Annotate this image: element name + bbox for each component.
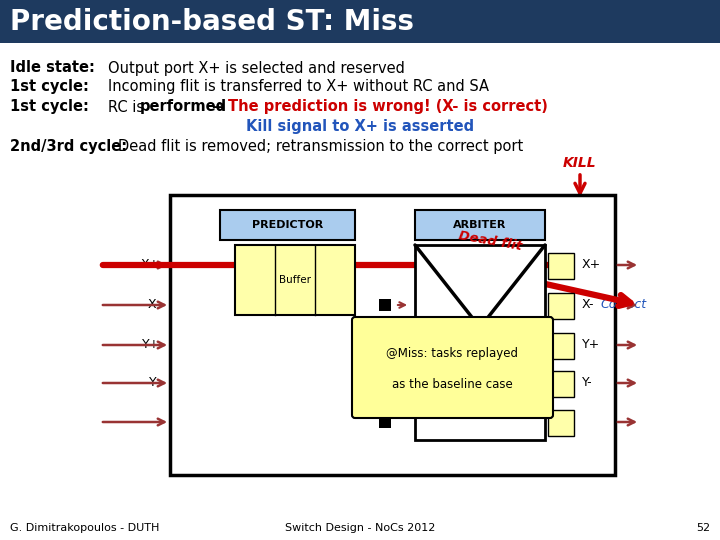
Text: 1st cycle:: 1st cycle: (10, 99, 89, 114)
Text: RC is: RC is (108, 99, 149, 114)
Bar (548, 293, 574, 319)
Bar (379, 377, 391, 389)
Text: X-: X- (148, 299, 160, 312)
Text: Dead flit is removed; retransmission to the correct port: Dead flit is removed; retransmission to … (118, 139, 523, 154)
Text: Y+: Y+ (582, 339, 600, 352)
Text: Kill signal to X+ is asserted: Kill signal to X+ is asserted (246, 119, 474, 134)
Text: 1st cycle:: 1st cycle: (10, 79, 89, 94)
Text: X+: X+ (140, 259, 160, 272)
Text: Idle state:: Idle state: (10, 60, 95, 76)
Bar (415, 245, 545, 440)
Text: @Miss: tasks replayed: @Miss: tasks replayed (387, 347, 518, 360)
Text: 52: 52 (696, 523, 710, 533)
Text: KILL: KILL (563, 156, 597, 170)
FancyBboxPatch shape (352, 317, 553, 418)
Text: X+: X+ (582, 259, 601, 272)
Text: Output port X+ is selected and reserved: Output port X+ is selected and reserved (108, 60, 405, 76)
Bar (548, 333, 574, 359)
Bar (0, 0, 720, 43)
Text: Y+: Y+ (142, 339, 160, 352)
Bar (170, 195, 615, 475)
Text: The prediction is wrong! (X- is correct): The prediction is wrong! (X- is correct) (228, 99, 548, 114)
Bar (379, 416, 391, 428)
Text: ARBITER: ARBITER (454, 220, 507, 230)
Bar (220, 210, 355, 240)
Bar (548, 410, 574, 436)
Text: Switch Design - NoCs 2012: Switch Design - NoCs 2012 (285, 523, 435, 533)
Text: Correct: Correct (600, 299, 646, 312)
Text: PREDICTOR: PREDICTOR (252, 220, 323, 230)
Text: 2nd/3rd cycle:: 2nd/3rd cycle: (10, 139, 127, 154)
Bar (379, 339, 391, 351)
Text: Y-: Y- (149, 376, 160, 389)
Text: X-: X- (582, 299, 595, 312)
Bar (379, 299, 391, 311)
Text: as the baseline case: as the baseline case (392, 378, 513, 391)
Bar (548, 371, 574, 397)
Text: performed: performed (140, 99, 227, 114)
Bar (415, 210, 545, 240)
Text: Y-: Y- (582, 376, 593, 389)
Bar (548, 253, 574, 279)
Bar (235, 245, 355, 315)
Text: G. Dimitrakopoulos - DUTH: G. Dimitrakopoulos - DUTH (10, 523, 159, 533)
Text: Dead flit: Dead flit (457, 229, 523, 253)
Text: Prediction-based ST: Miss: Prediction-based ST: Miss (10, 8, 414, 36)
Text: Incoming flit is transferred to X+ without RC and SA: Incoming flit is transferred to X+ witho… (108, 79, 489, 94)
Text: Buffer: Buffer (279, 275, 311, 285)
Text: →: → (211, 99, 224, 114)
